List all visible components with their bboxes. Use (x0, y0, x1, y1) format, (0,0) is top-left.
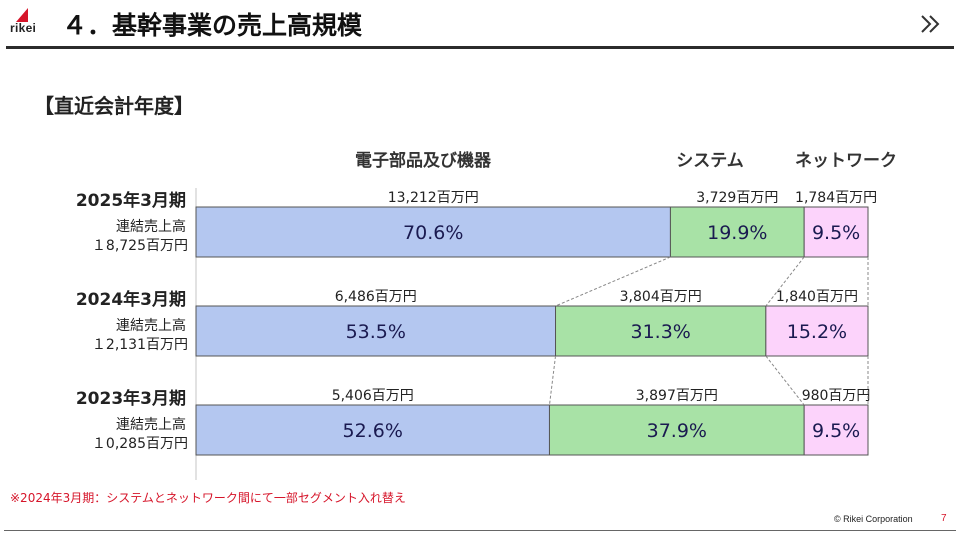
total-sales-label: 連結売上高 (116, 317, 186, 334)
connector-line (555, 256, 671, 307)
bar-segment (548, 404, 805, 456)
connector-line (765, 355, 805, 406)
period-label: 2025年3月期 (76, 190, 186, 211)
period-label: 2023年3月期 (76, 388, 186, 409)
value-label: 5,406百万円 (332, 388, 414, 404)
period-label: 2024年3月期 (76, 289, 186, 310)
bar-segment (195, 206, 671, 258)
bar-segment (195, 404, 550, 456)
bar-segment (803, 404, 869, 456)
double-chevron-right-icon[interactable] (918, 12, 944, 36)
value-label: 13,212百万円 (388, 190, 479, 206)
header-divider (6, 46, 954, 49)
percent-label: 9.5% (812, 420, 860, 442)
percent-label: 31.3% (631, 321, 691, 343)
copyright: © Rikei Corporation (834, 514, 913, 524)
total-sales-value: １2,131百万円 (92, 337, 188, 353)
value-label: 1,784百万円 (795, 190, 877, 206)
value-label: 3,897百万円 (636, 388, 718, 404)
page-title: ４．基幹事業の売上高規模 (62, 11, 363, 40)
connector-line (548, 355, 557, 406)
percent-label: 52.6% (343, 420, 403, 442)
logo-mark-icon (16, 8, 28, 22)
percent-label: 19.9% (707, 222, 767, 244)
value-label: 980百万円 (802, 388, 871, 404)
percent-label: 15.2% (787, 321, 847, 343)
section-heading: 【直近会計年度】 (34, 94, 194, 118)
value-label: 3,729百万円 (696, 190, 778, 206)
slide-header: rikei ４．基幹事業の売上高規模 (0, 0, 960, 46)
bar-segment (765, 305, 869, 357)
total-sales-label: 連結売上高 (116, 416, 186, 433)
segment-header: システム (676, 151, 744, 171)
segment-header: 電子部品及び機器 (355, 150, 492, 171)
bar-segment (803, 206, 869, 258)
footnote: ※2024年3月期：システムとネットワーク間にて一部セグメント入れ替え (10, 491, 406, 505)
percent-label: 53.5% (346, 321, 406, 343)
percent-label: 70.6% (403, 222, 463, 244)
logo-text: rikei (10, 21, 37, 35)
value-label: 1,840百万円 (776, 289, 858, 305)
segment-header: ネットワーク (795, 151, 897, 171)
connector-line (765, 256, 805, 307)
total-sales-label: 連結売上高 (116, 218, 186, 235)
footer-divider (4, 530, 956, 531)
total-sales-value: １8,725百万円 (92, 238, 188, 254)
total-sales-value: １0,285百万円 (92, 436, 188, 452)
percent-label: 9.5% (812, 222, 860, 244)
percent-label: 37.9% (647, 420, 707, 442)
page-number: 7 (941, 513, 947, 524)
value-label: 3,804百万円 (620, 289, 702, 305)
value-label: 6,486百万円 (335, 289, 417, 305)
rikei-logo: rikei (8, 8, 48, 40)
bar-segment (555, 305, 767, 357)
